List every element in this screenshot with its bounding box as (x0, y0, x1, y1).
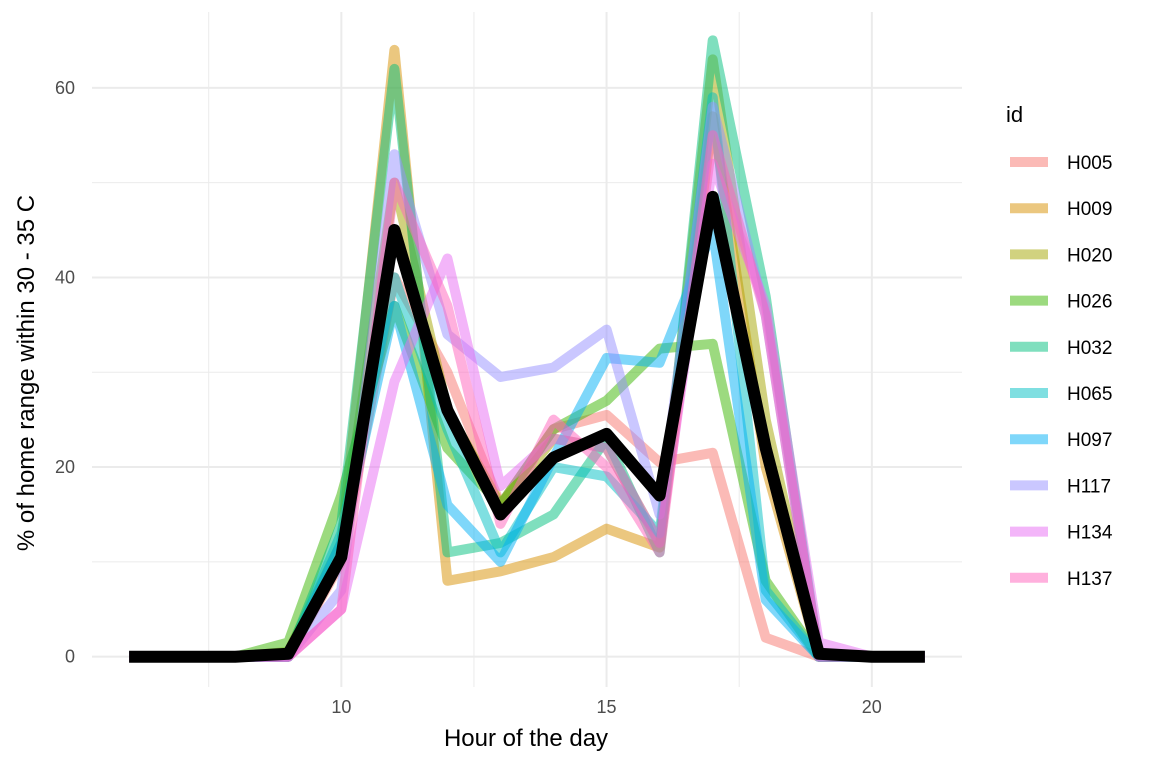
y-axis-title: % of home range within 30 - 35 C (13, 195, 40, 551)
major-gridlines (92, 12, 962, 687)
legend-label-h117: H117 (1067, 476, 1111, 497)
legend-label-h026: H026 (1067, 292, 1112, 313)
y-tick-label: 40 (55, 267, 75, 287)
series-line-overall (129, 190, 925, 663)
x-tick-label: 15 (597, 697, 617, 717)
x-axis-tick-labels: 10 15 20 (331, 697, 882, 717)
y-axis-tick-labels: 0 20 40 60 (55, 78, 75, 667)
minor-gridlines (92, 12, 962, 687)
legend-label-h097: H097 (1067, 430, 1112, 451)
legend: id H005 H009 H020 H026 H032 H065 H097 H117 H134 H… (1006, 102, 1113, 590)
legend-label-h020: H020 (1067, 245, 1112, 266)
legend-title: id (1006, 102, 1023, 127)
y-tick-label: 0 (65, 647, 75, 667)
x-axis-title: Hour of the day (444, 725, 608, 752)
legend-label-h065: H065 (1067, 384, 1112, 405)
x-tick-label: 10 (331, 697, 351, 717)
y-tick-label: 20 (55, 457, 75, 477)
legend-label-h032: H032 (1067, 338, 1112, 359)
legend-label-h009: H009 (1067, 199, 1112, 220)
legend-label-h134: H134 (1067, 523, 1113, 544)
series-lines (129, 35, 925, 663)
x-tick-label: 20 (862, 697, 882, 717)
legend-label-h137: H137 (1067, 569, 1112, 590)
y-tick-label: 60 (55, 78, 75, 98)
legend-label-h005: H005 (1067, 153, 1112, 174)
